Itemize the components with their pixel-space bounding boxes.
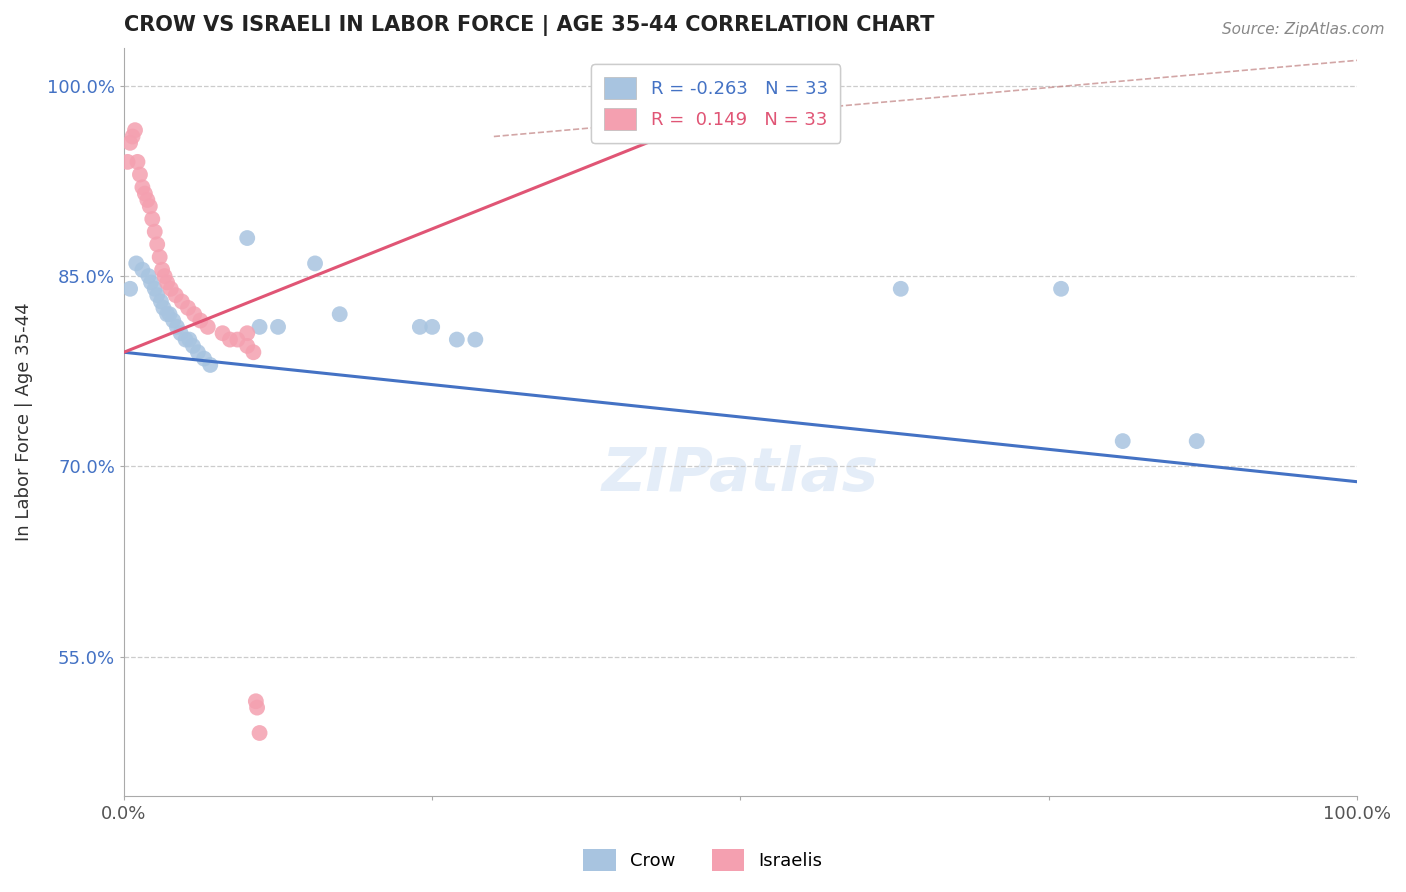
Point xyxy=(420,319,443,334)
Point xyxy=(267,319,290,334)
Point xyxy=(121,129,143,144)
Point xyxy=(131,180,153,194)
Point xyxy=(197,319,219,334)
Point xyxy=(187,345,209,359)
Point xyxy=(245,694,267,708)
Point xyxy=(165,288,187,302)
Point xyxy=(1050,282,1073,296)
Point xyxy=(242,345,264,359)
Y-axis label: In Labor Force | Age 35-44: In Labor Force | Age 35-44 xyxy=(15,302,32,541)
Point xyxy=(329,307,352,321)
Point xyxy=(156,276,179,290)
Legend: Crow, Israelis: Crow, Israelis xyxy=(576,842,830,879)
Point xyxy=(136,193,159,207)
Point xyxy=(177,301,200,315)
Point xyxy=(890,282,912,296)
Text: ZIPatlas: ZIPatlas xyxy=(602,445,879,504)
Point xyxy=(446,333,468,347)
Point xyxy=(143,282,166,296)
Point xyxy=(179,333,201,347)
Point xyxy=(159,282,181,296)
Point xyxy=(129,168,152,182)
Point xyxy=(219,333,242,347)
Point xyxy=(143,225,166,239)
Point xyxy=(181,339,204,353)
Point xyxy=(153,269,176,284)
Point xyxy=(170,294,193,309)
Point xyxy=(131,262,153,277)
Point xyxy=(156,307,179,321)
Point xyxy=(249,319,271,334)
Point xyxy=(1112,434,1135,449)
Point xyxy=(200,358,222,372)
Point xyxy=(211,326,233,341)
Point xyxy=(138,269,160,284)
Point xyxy=(139,276,162,290)
Point xyxy=(249,726,271,740)
Point xyxy=(174,333,197,347)
Legend: R = -0.263   N = 33, R =  0.149   N = 33: R = -0.263 N = 33, R = 0.149 N = 33 xyxy=(591,64,841,143)
Point xyxy=(236,339,259,353)
Point xyxy=(146,237,169,252)
Point xyxy=(236,326,259,341)
Point xyxy=(141,212,163,227)
Text: Source: ZipAtlas.com: Source: ZipAtlas.com xyxy=(1222,22,1385,37)
Point xyxy=(193,351,215,366)
Point xyxy=(120,282,142,296)
Point xyxy=(127,154,149,169)
Point xyxy=(149,250,172,264)
Point xyxy=(152,301,174,315)
Point xyxy=(236,231,259,245)
Point xyxy=(159,307,181,321)
Point xyxy=(120,136,142,150)
Point xyxy=(304,256,326,270)
Text: CROW VS ISRAELI IN LABOR FORCE | AGE 35-44 CORRELATION CHART: CROW VS ISRAELI IN LABOR FORCE | AGE 35-… xyxy=(124,15,935,36)
Point xyxy=(1185,434,1208,449)
Point xyxy=(166,319,188,334)
Point xyxy=(134,186,156,201)
Point xyxy=(226,333,249,347)
Point xyxy=(146,288,169,302)
Point xyxy=(409,319,432,334)
Point xyxy=(190,313,212,327)
Point xyxy=(169,326,191,341)
Point xyxy=(246,700,269,714)
Point xyxy=(183,307,205,321)
Point xyxy=(124,123,146,137)
Point xyxy=(150,262,173,277)
Point xyxy=(125,256,148,270)
Point xyxy=(464,333,486,347)
Point xyxy=(162,313,184,327)
Point xyxy=(139,199,162,213)
Point xyxy=(117,154,139,169)
Point xyxy=(149,294,172,309)
